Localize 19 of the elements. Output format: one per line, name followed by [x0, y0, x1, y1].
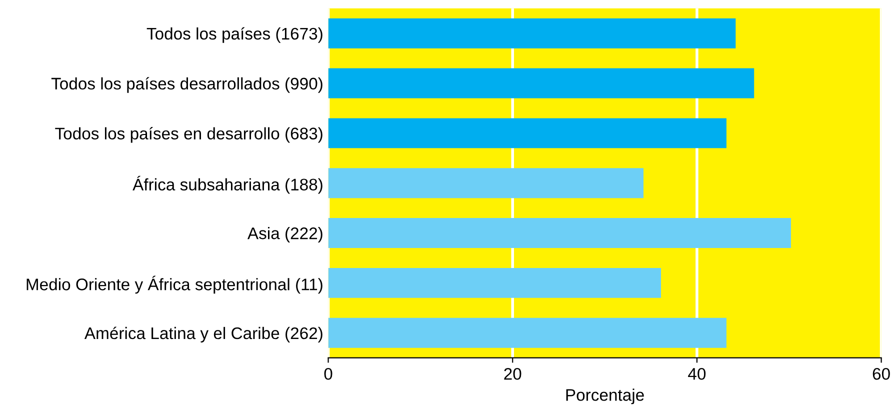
y-tick-label: Medio Oriente y África septentrional (11) [26, 276, 322, 294]
x-tick-label: 20 [504, 368, 522, 380]
y-tick-label: América Latina y el Caribe (262) [84, 326, 322, 342]
x-axis-title: Porcentaje [566, 388, 644, 404]
bar [328, 168, 644, 198]
y-tick-label: Todos los países desarrollados (990) [51, 77, 322, 93]
x-tick-label: 60 [872, 368, 890, 380]
x-tick-label: 0 [324, 368, 332, 380]
bar [328, 218, 791, 248]
bar [328, 118, 726, 148]
bar [328, 18, 736, 48]
bar [328, 268, 661, 298]
bar [328, 68, 754, 98]
y-tick-label: África subsahariana (188) [132, 176, 322, 194]
bar [328, 318, 726, 348]
y-tick-label: Todos los países en desarrollo (683) [55, 127, 322, 143]
y-tick-label: Todos los países (1673) [146, 27, 322, 43]
y-tick-label: Asia (222) [247, 226, 322, 243]
x-tick-label: 40 [688, 368, 706, 380]
